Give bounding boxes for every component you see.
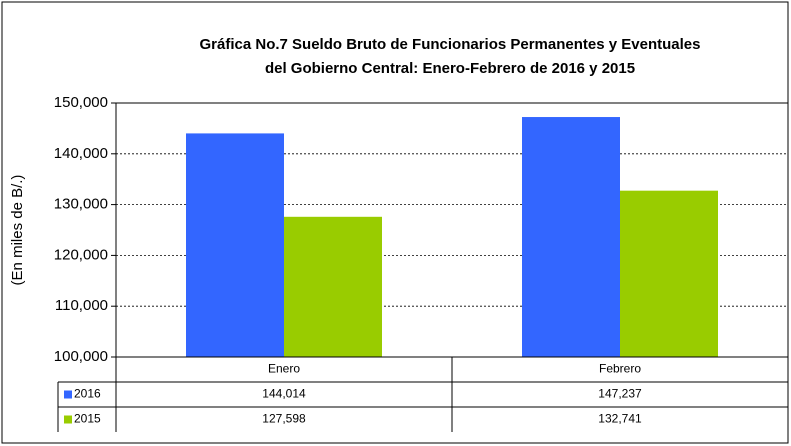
bar xyxy=(284,216,382,357)
legend-key xyxy=(64,415,72,424)
data-label: 132,741 xyxy=(598,412,642,426)
y-tick-label: 120,000 xyxy=(54,246,108,263)
data-label: 144,014 xyxy=(262,387,306,401)
x-tick-label: Febrero xyxy=(599,362,641,376)
data-label: 127,598 xyxy=(262,412,306,426)
x-tick-label: Enero xyxy=(268,362,300,376)
y-tick-label: 100,000 xyxy=(54,348,108,365)
y-tick-label: 130,000 xyxy=(54,196,108,213)
bar xyxy=(620,190,718,357)
y-axis-label: (En miles de B/.) xyxy=(9,175,26,286)
bar xyxy=(186,133,284,357)
bar xyxy=(522,117,620,357)
y-tick-label: 110,000 xyxy=(55,297,108,314)
legend-label: 2016 xyxy=(74,387,101,401)
legend-label: 2015 xyxy=(74,412,101,426)
legend-key xyxy=(64,390,72,399)
y-tick-label: 150,000 xyxy=(54,94,108,111)
chart-title: Gráfica No.7 Sueldo Bruto de Funcionario… xyxy=(200,36,701,53)
data-label: 147,237 xyxy=(598,387,642,401)
y-tick-label: 140,000 xyxy=(54,145,108,162)
chart-subtitle: del Gobierno Central: Enero-Febrero de 2… xyxy=(265,60,635,77)
